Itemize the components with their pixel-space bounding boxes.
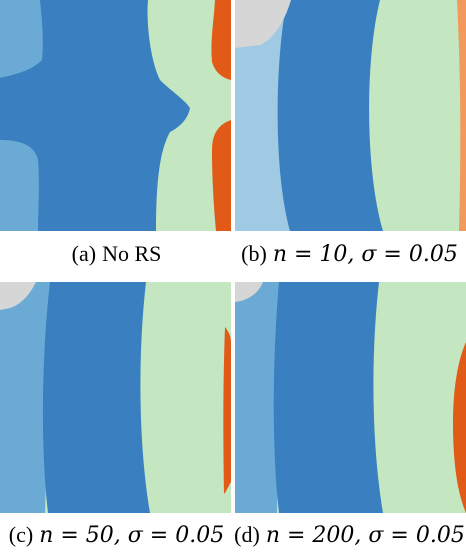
region-gray-noise [0, 282, 36, 310]
caption-c-math: n = 50, σ = 0.05 [39, 523, 225, 548]
panel-b-image [235, 0, 466, 231]
region-mid-blue [235, 282, 281, 513]
panel-c-decision-map [0, 282, 231, 513]
panel-d-decision-map [235, 282, 466, 513]
caption-b-math: n = 10, σ = 0.05 [272, 242, 458, 267]
caption-d: (d) n = 200, σ = 0.05 [233, 520, 466, 550]
panel-b-decision-map [235, 0, 466, 231]
region-dark-blue [42, 282, 150, 513]
caption-a: (a) No RS [0, 239, 233, 269]
panel-c-image [0, 282, 231, 513]
region-mid-blue-top [0, 0, 43, 78]
region-orange-bottom [212, 120, 231, 231]
caption-c: (c) n = 50, σ = 0.05 [0, 520, 233, 550]
caption-d-tag: (d) [234, 522, 260, 547]
region-mid-blue-bottom [0, 140, 39, 231]
region-dark-blue [273, 282, 383, 513]
region-gray-noise [235, 0, 291, 48]
region-mid-blue [0, 282, 52, 513]
region-orange [223, 327, 231, 494]
caption-b-tag: (b) [241, 241, 267, 266]
caption-b: (b) n = 10, σ = 0.05 [233, 239, 466, 269]
region-gray-noise [235, 282, 263, 302]
region-light-orange [457, 0, 466, 231]
panel-a-decision-map [0, 0, 231, 231]
panel-a-image [0, 0, 231, 231]
caption-c-tag: (c) [8, 522, 34, 547]
region-dark-blue [277, 0, 383, 231]
region-orange [453, 342, 466, 513]
region-dark-blue [0, 0, 190, 231]
caption-d-math: n = 200, σ = 0.05 [265, 523, 465, 548]
region-orange-top [211, 0, 231, 80]
panel-d-image [235, 282, 466, 513]
caption-a-tag: (a) [71, 241, 97, 266]
caption-a-label: No RS [102, 241, 162, 266]
